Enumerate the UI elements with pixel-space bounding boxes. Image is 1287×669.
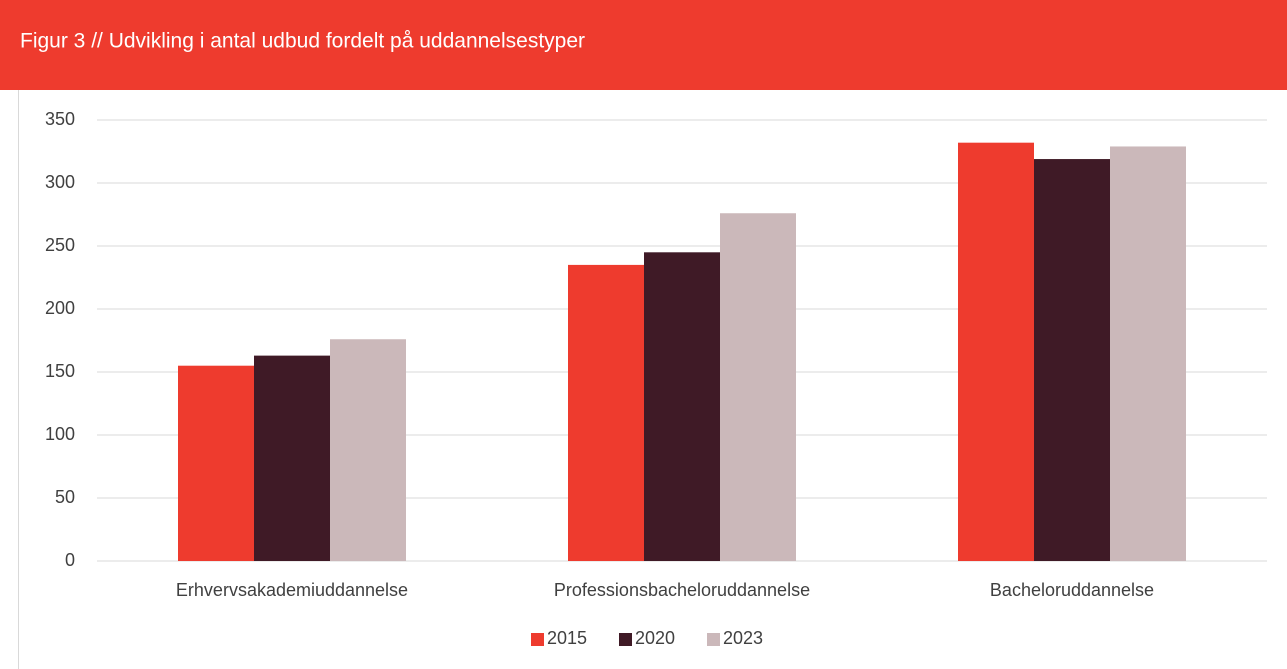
y-tick-label: 50 [55,487,75,507]
x-tick-label: Bacheloruddannelse [990,580,1154,600]
legend-swatch [619,633,632,646]
x-tick-label: Erhvervsakademiuddannelse [176,580,408,600]
bar [958,142,1034,561]
legend-swatch [707,633,720,646]
bar [1034,159,1110,561]
y-tick-label: 0 [65,550,75,570]
header-band [0,0,1287,90]
chart-title: Figur 3 // Udvikling i antal udbud forde… [20,30,585,53]
x-tick-label: Professionsbacheloruddannelse [554,580,810,600]
y-tick-label: 350 [45,109,75,129]
y-tick-label: 150 [45,361,75,381]
legend-label: 2023 [723,628,763,648]
bar [330,339,406,561]
legend-swatch [531,633,544,646]
bar [568,264,644,561]
y-tick-label: 200 [45,298,75,318]
bar [254,355,330,561]
bar [644,252,720,562]
bar [720,213,796,562]
y-tick-label: 100 [45,424,75,444]
bar [178,365,254,561]
legend-label: 2020 [635,628,675,648]
legend-label: 2015 [547,628,587,648]
y-tick-label: 300 [45,172,75,192]
bar [1110,146,1186,561]
y-tick-label: 250 [45,235,75,255]
